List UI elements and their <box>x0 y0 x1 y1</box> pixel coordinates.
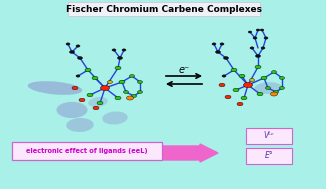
Circle shape <box>261 47 265 49</box>
Ellipse shape <box>254 82 282 94</box>
Circle shape <box>256 29 260 31</box>
Circle shape <box>115 96 121 100</box>
Circle shape <box>248 31 252 33</box>
Ellipse shape <box>88 97 108 107</box>
Circle shape <box>231 68 237 72</box>
Circle shape <box>131 94 137 98</box>
Circle shape <box>112 49 116 51</box>
Circle shape <box>138 91 142 93</box>
Circle shape <box>138 81 142 84</box>
Ellipse shape <box>56 102 87 118</box>
Circle shape <box>256 55 260 57</box>
Circle shape <box>220 43 224 45</box>
Circle shape <box>261 76 267 80</box>
Circle shape <box>271 92 277 96</box>
Text: electronic effect of ligands (eeL): electronic effect of ligands (eeL) <box>26 148 148 154</box>
Circle shape <box>124 91 128 93</box>
Text: e⁻: e⁻ <box>178 65 189 75</box>
Circle shape <box>241 96 247 100</box>
FancyBboxPatch shape <box>68 2 260 16</box>
Circle shape <box>237 102 243 106</box>
Circle shape <box>129 74 135 77</box>
Circle shape <box>93 106 99 110</box>
Circle shape <box>244 82 253 88</box>
Circle shape <box>264 37 268 39</box>
Circle shape <box>100 85 110 91</box>
Ellipse shape <box>28 81 82 95</box>
Circle shape <box>255 65 261 69</box>
Circle shape <box>85 68 91 72</box>
Circle shape <box>249 79 255 81</box>
Circle shape <box>265 87 271 89</box>
Circle shape <box>219 83 225 87</box>
Circle shape <box>97 101 103 105</box>
Circle shape <box>92 76 98 80</box>
Circle shape <box>224 57 229 60</box>
Circle shape <box>72 86 78 90</box>
Circle shape <box>260 29 264 31</box>
Text: Vᴸᶜ: Vᴸᶜ <box>264 132 274 140</box>
Circle shape <box>253 37 257 39</box>
Circle shape <box>233 88 239 92</box>
Text: Fischer Chromium Carbene Complexes: Fischer Chromium Carbene Complexes <box>66 5 262 13</box>
Circle shape <box>222 75 226 77</box>
Circle shape <box>66 43 70 45</box>
Circle shape <box>78 57 82 60</box>
Circle shape <box>215 50 220 53</box>
Circle shape <box>87 93 93 97</box>
Circle shape <box>212 43 216 45</box>
Circle shape <box>79 98 85 102</box>
Circle shape <box>115 66 121 70</box>
Circle shape <box>279 87 285 89</box>
Circle shape <box>274 91 278 93</box>
Circle shape <box>257 92 263 96</box>
Circle shape <box>272 70 276 74</box>
FancyBboxPatch shape <box>246 128 292 144</box>
Circle shape <box>122 49 126 51</box>
Circle shape <box>76 45 80 47</box>
FancyArrow shape <box>50 144 218 162</box>
Circle shape <box>119 80 125 84</box>
Circle shape <box>279 77 285 79</box>
Circle shape <box>108 81 112 84</box>
Circle shape <box>225 95 231 99</box>
Circle shape <box>69 50 75 53</box>
Ellipse shape <box>66 118 94 132</box>
FancyBboxPatch shape <box>246 148 292 164</box>
Circle shape <box>239 74 245 78</box>
Text: E°: E° <box>265 152 274 160</box>
Circle shape <box>126 96 134 100</box>
Ellipse shape <box>102 112 128 125</box>
FancyBboxPatch shape <box>12 142 162 160</box>
Circle shape <box>117 57 123 60</box>
Circle shape <box>250 47 254 49</box>
Circle shape <box>76 75 80 77</box>
